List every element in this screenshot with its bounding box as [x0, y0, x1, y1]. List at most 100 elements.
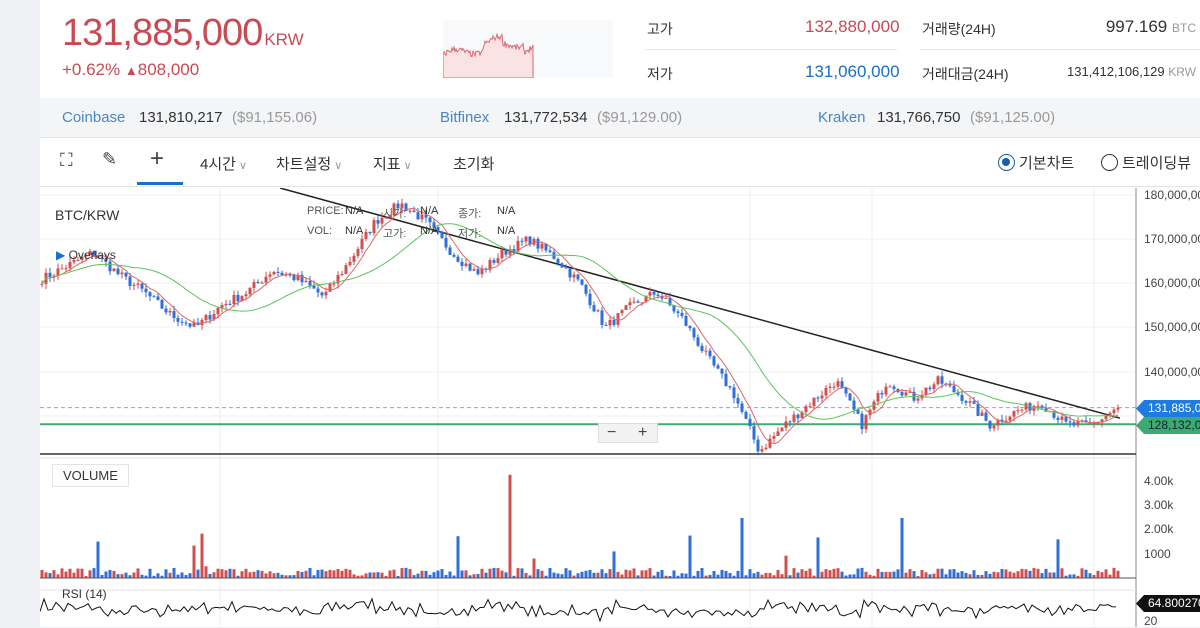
- candle: [852, 400, 856, 410]
- volume-bar: [384, 575, 388, 578]
- chevron-down-icon: ∨: [403, 160, 412, 172]
- volume-bar: [504, 572, 508, 578]
- candle: [460, 261, 464, 267]
- candle: [676, 311, 680, 313]
- candle: [276, 271, 280, 273]
- candle: [440, 231, 444, 238]
- volume-bar: [128, 575, 132, 578]
- indicators-dropdown[interactable]: 지표 ∨: [373, 156, 412, 173]
- candle: [652, 292, 656, 295]
- candle: [556, 258, 560, 264]
- candle: [432, 222, 436, 228]
- volume-bar: [356, 575, 360, 578]
- volume-bar: [936, 568, 940, 578]
- volume-bar: [896, 569, 900, 578]
- volume-bar: [800, 569, 804, 578]
- reset-button[interactable]: 초기화: [453, 156, 495, 173]
- volume-bar: [396, 575, 400, 578]
- candle: [796, 414, 800, 419]
- candle: [848, 393, 852, 401]
- volume-bar: [88, 570, 92, 578]
- low-value: 131,060,000: [805, 62, 900, 81]
- candle: [856, 409, 860, 414]
- candle: [528, 236, 532, 245]
- candle: [292, 275, 296, 281]
- volume-bar: [604, 573, 608, 578]
- tradingview-radio[interactable]: 트레이딩뷰: [1101, 152, 1191, 173]
- volume-bar: [760, 574, 764, 578]
- long-moving-average: [41, 223, 1119, 420]
- candle: [120, 272, 124, 275]
- candle: [808, 406, 812, 408]
- pencil-icon[interactable]: ✎: [102, 149, 118, 169]
- volume-bar: [148, 568, 152, 578]
- fullscreen-icon[interactable]: ⛶: [60, 150, 73, 170]
- candle: [308, 280, 312, 286]
- candle: [424, 214, 428, 218]
- candle: [40, 283, 44, 285]
- candle: [928, 387, 932, 390]
- exchange-usd: ($91,129.00): [597, 109, 683, 126]
- price-chart-area[interactable]: BTC/KRW ▶ Overlays PRICE: N/A 시가: N/A 종가…: [40, 188, 1200, 628]
- candle: [1028, 403, 1032, 411]
- basic-chart-radio[interactable]: 기본차트: [998, 152, 1074, 173]
- volume-bar: [868, 574, 872, 578]
- volume-bar: [536, 569, 540, 578]
- volume-bar: [464, 570, 468, 578]
- rsi-tick: 20: [1144, 614, 1158, 628]
- active-tool-indicator: [137, 182, 183, 185]
- candle: [892, 386, 896, 389]
- candle: [780, 427, 784, 432]
- zoom-in-button[interactable]: +: [638, 424, 648, 441]
- candle: [996, 419, 1000, 426]
- candle: [820, 395, 824, 399]
- currency-unit: KRW: [264, 30, 304, 49]
- volume-bar: [144, 575, 148, 578]
- volume-bar: [280, 574, 284, 578]
- candle: [280, 272, 284, 276]
- chevron-down-icon: ∨: [334, 160, 343, 172]
- volume-bar: [984, 571, 988, 578]
- candle: [632, 301, 636, 303]
- rsi-line: [40, 597, 1117, 623]
- volume-bar: [508, 474, 512, 578]
- volume-bar: [808, 568, 812, 578]
- candle: [644, 295, 648, 303]
- interval-dropdown[interactable]: 4시간 ∨: [200, 156, 248, 173]
- chart-settings-dropdown[interactable]: 차트설정 ∨: [276, 156, 343, 173]
- candle: [348, 261, 352, 266]
- candle: [148, 292, 152, 297]
- volume-bar: [620, 574, 624, 578]
- volume-bar: [1020, 568, 1024, 578]
- candle: [136, 283, 140, 285]
- volume-bar: [324, 571, 328, 578]
- candle: [1068, 421, 1072, 423]
- volume-bar: [212, 572, 216, 578]
- triangle-right-icon: ▶: [56, 248, 66, 262]
- zoom-out-button[interactable]: −: [607, 424, 617, 441]
- volume-bar: [1032, 568, 1036, 578]
- overlays-toggle[interactable]: ▶ Overlays: [56, 248, 116, 262]
- volume-bar: [640, 570, 644, 578]
- candle: [748, 418, 752, 427]
- candle: [452, 254, 456, 257]
- volume-tick: 1000: [1144, 547, 1171, 561]
- volume-bar: [584, 570, 588, 578]
- volume-bar: [176, 574, 180, 578]
- candle: [932, 384, 936, 390]
- candle: [272, 271, 276, 275]
- candle: [980, 412, 984, 416]
- info-open: N/A: [420, 205, 439, 217]
- volume-bar: [432, 572, 436, 578]
- candle: [448, 247, 452, 255]
- candle: [680, 312, 684, 316]
- candlestick-chart[interactable]: [40, 188, 1200, 627]
- crosshair-icon[interactable]: +: [150, 145, 165, 172]
- candle: [1056, 417, 1060, 420]
- volume-bar: [820, 571, 824, 578]
- candle: [1004, 420, 1008, 422]
- volume-bar: [44, 572, 48, 578]
- candle: [584, 284, 588, 294]
- exchange-name: Kraken: [818, 109, 866, 126]
- volume-bar: [704, 575, 708, 578]
